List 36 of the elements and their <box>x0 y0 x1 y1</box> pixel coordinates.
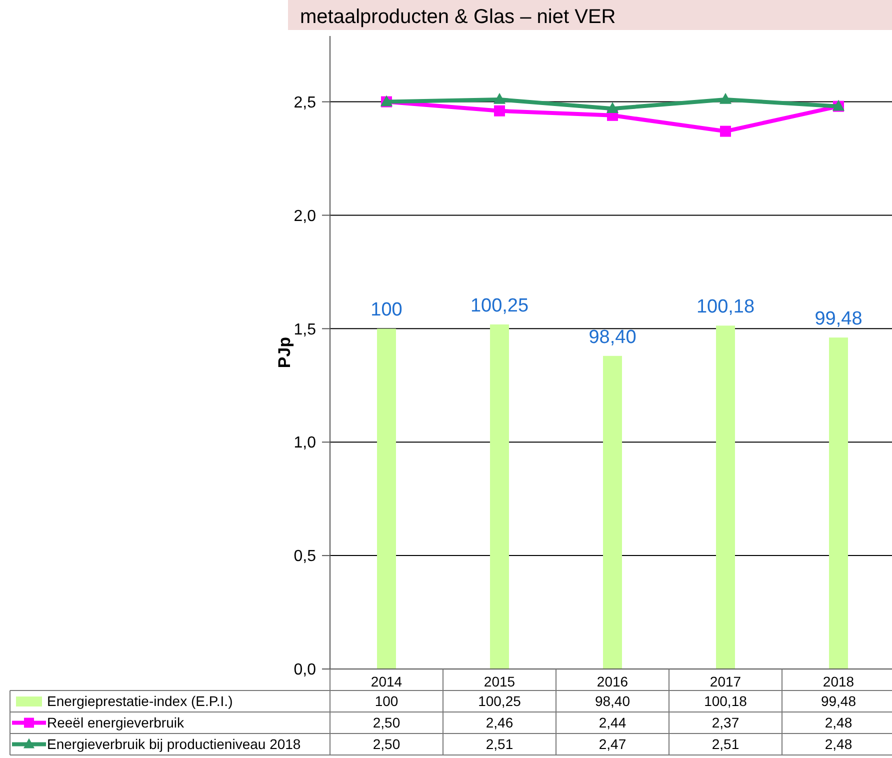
text: 100 <box>370 300 402 321</box>
data-label: 100 <box>374 693 398 710</box>
y-tick-label: 0,0 <box>294 662 316 679</box>
data-label: 100,18 <box>704 693 748 710</box>
x-tick-label: 2014 <box>370 674 402 690</box>
legend-label: Energieverbruik bij productieniveau 2018 <box>47 736 301 752</box>
data-label: 2,48 <box>824 714 852 731</box>
y-tick-label: 2,5 <box>294 94 316 112</box>
x-tick-label: 2017 <box>710 674 742 690</box>
y-tick-label: 1,5 <box>294 321 316 338</box>
y-tick-label: 2,0 <box>294 208 316 225</box>
y-tick-label: 0,5 <box>294 548 316 566</box>
data-label: 2,51 <box>486 736 514 752</box>
legend-label: Energieprestatie-index (E.P.I.) <box>47 693 233 710</box>
data-label: 2,37 <box>712 714 740 731</box>
data-label: 98,40 <box>594 693 630 710</box>
text: 100,25 <box>470 295 529 316</box>
data-label: 2,47 <box>598 736 626 752</box>
legend-label: Reeël energieverbruik <box>47 714 185 731</box>
text: 98,40 <box>588 326 636 348</box>
text: 100,18 <box>696 296 755 318</box>
x-tick-label: 2016 <box>596 674 628 690</box>
data-label: 100,25 <box>478 693 522 710</box>
y-axis-title: PJp <box>275 336 294 368</box>
text: 99,48 <box>814 308 862 330</box>
data-label: 2,51 <box>712 736 740 752</box>
x-tick-label: 2018 <box>822 674 854 690</box>
data-label: 2,48 <box>824 736 852 752</box>
data-label: 2,44 <box>598 714 626 731</box>
chart-title: metaalproducten & Glas – niet VER <box>300 6 616 28</box>
x-tick-label: 2015 <box>484 674 516 690</box>
data-label: 2,50 <box>372 736 400 752</box>
data-label: 2,46 <box>486 714 514 731</box>
data-label: 2,50 <box>372 714 400 731</box>
y-tick-label: 1,0 <box>294 434 316 452</box>
data-label: 99,48 <box>820 693 856 710</box>
